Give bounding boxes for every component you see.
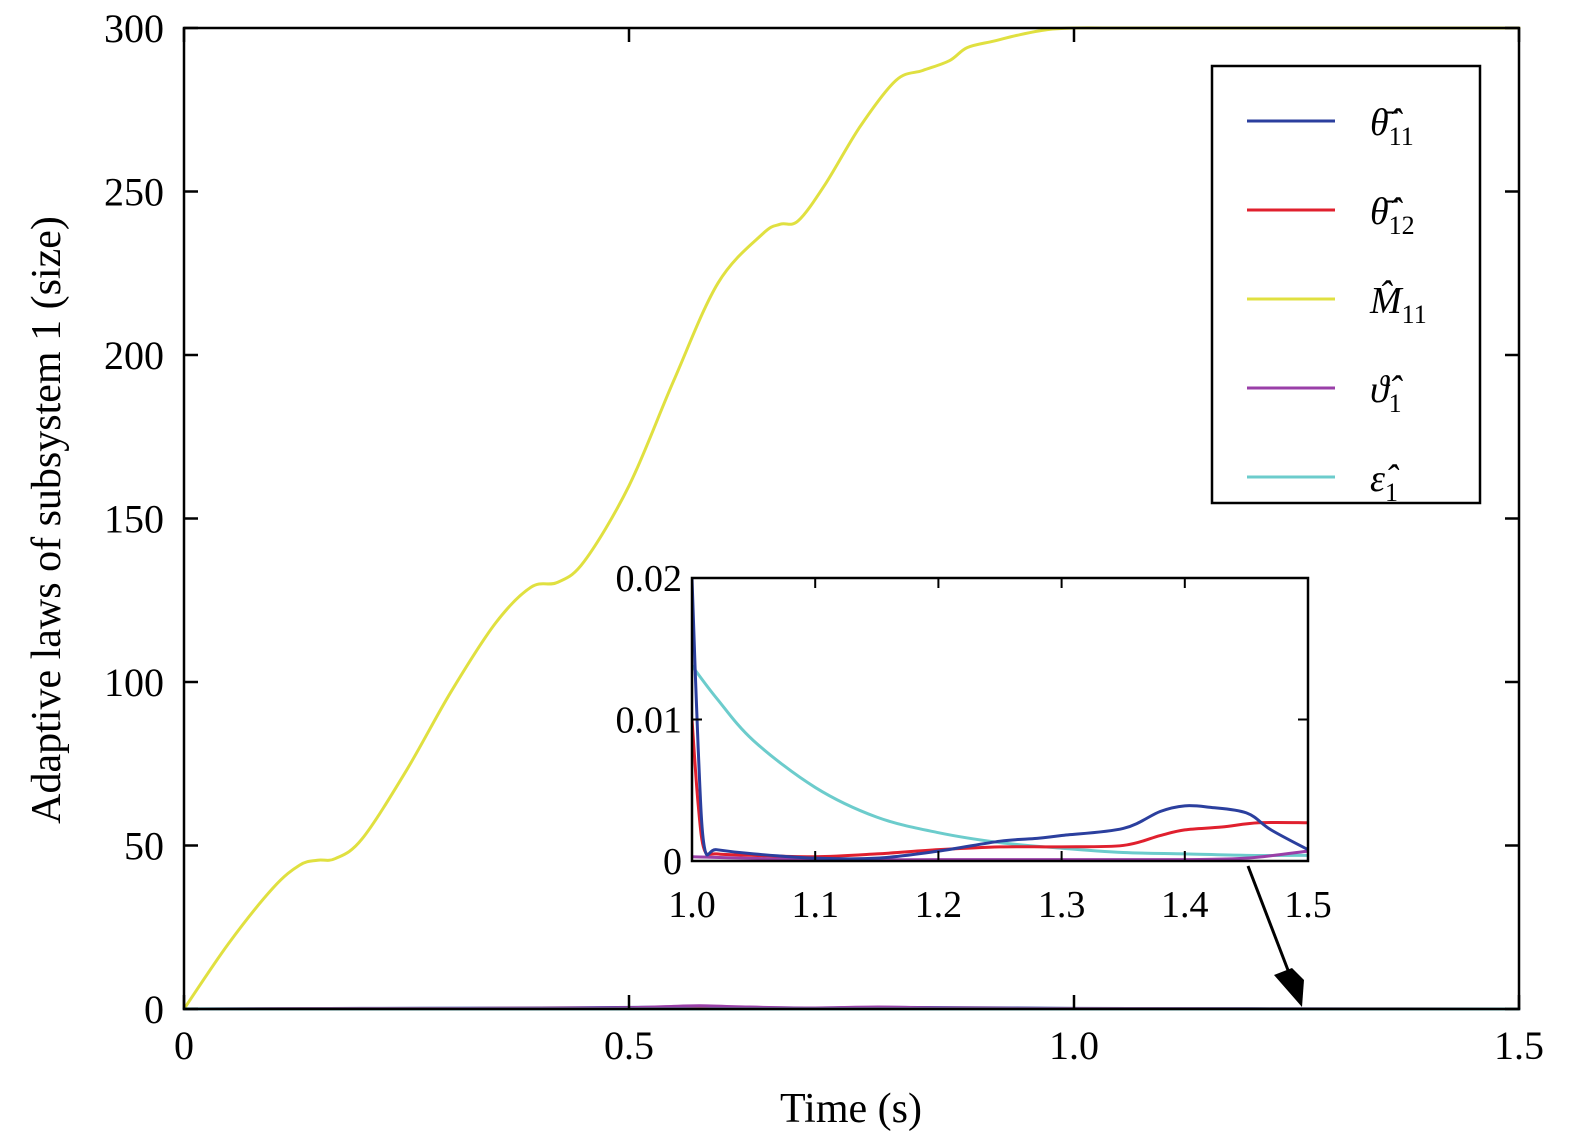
inset-x-tick-label: 1.2 — [915, 884, 963, 926]
y-tick-label: 0 — [144, 987, 164, 1032]
main-plot: 0 0.5 1.0 1.5 0 50 100 150 200 250 300 — [104, 6, 1544, 1068]
x-axis-title: Time (s) — [780, 1086, 922, 1132]
inset-series-line-theta11 — [692, 578, 1308, 861]
x-tick-label: 0 — [174, 1023, 194, 1068]
inset-x-tick-label: 1.0 — [668, 884, 716, 926]
y-axis-title: Adaptive laws of subsystem 1 (size) — [24, 216, 70, 824]
y-tick-label: 100 — [104, 660, 164, 705]
y-tick-label: 200 — [104, 333, 164, 378]
inset-background — [692, 578, 1308, 861]
x-tick-label: 1.0 — [1049, 1023, 1099, 1068]
y-tick-label: 250 — [104, 170, 164, 215]
y-tick-label: 150 — [104, 497, 164, 542]
inset-y-tick-label: 0.01 — [616, 700, 683, 742]
inset-x-tick-label: 1.1 — [791, 884, 839, 926]
y-tick-label: 50 — [124, 824, 164, 869]
legend-label: θ̂̄12 — [1370, 191, 1415, 240]
inset-pointer-arrow — [1246, 865, 1304, 1007]
inset-y-tick-label: 0 — [663, 841, 682, 883]
inset-x-tick-label: 1.3 — [1038, 884, 1086, 926]
inset-x-tick-label: 1.5 — [1284, 884, 1332, 926]
inset-series-line-epsilon1 — [692, 664, 1308, 857]
x-tick-label: 1.5 — [1494, 1023, 1544, 1068]
inset-x-tick-label: 1.4 — [1161, 884, 1209, 926]
x-tick-label: 0.5 — [604, 1023, 654, 1068]
legend-box — [1210, 64, 1482, 505]
inset-plot: 1.0 1.1 1.2 1.3 1.4 1.5 0 0.01 0.02 — [616, 558, 1332, 1007]
inset-y-tick-label: 0.02 — [616, 558, 683, 600]
legend-label: M̂11 — [1369, 280, 1427, 329]
inset-series-line-vartheta1 — [692, 849, 1308, 861]
y-tick-label: 300 — [104, 6, 164, 51]
inset-series-group — [692, 578, 1308, 861]
legend-item-M11: M̂11 — [1247, 280, 1427, 329]
legend: θ̂̄11θ̂̄12M̂11ϑ̂1ε̂1 — [1210, 64, 1482, 507]
legend-item-theta12: θ̂̄12 — [1247, 191, 1415, 240]
arrow-head — [1274, 968, 1304, 1007]
